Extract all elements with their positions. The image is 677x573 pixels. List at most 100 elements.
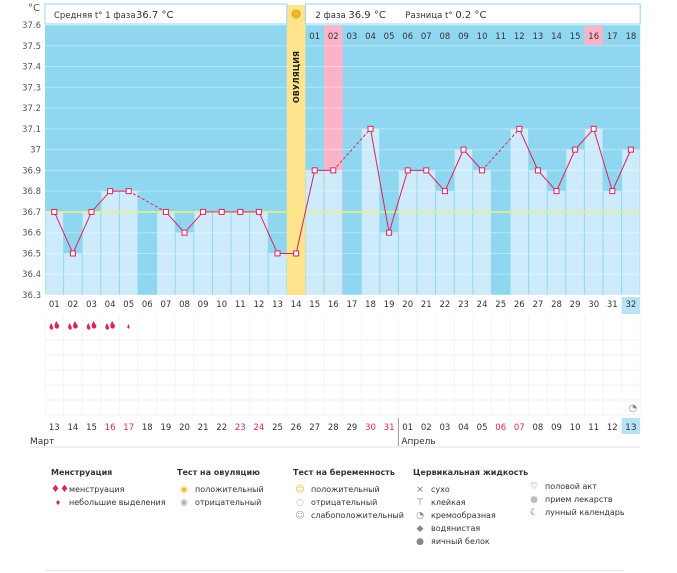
cycle-day-label[interactable]: 02: [67, 300, 78, 310]
temp-point[interactable]: [330, 167, 337, 174]
calendar-date-label[interactable]: 28: [328, 423, 339, 433]
calendar-date-label[interactable]: 20: [179, 423, 190, 433]
temp-point[interactable]: [572, 146, 579, 153]
cycle-day-label[interactable]: 05: [123, 300, 134, 310]
cycle-day-label[interactable]: 08: [179, 300, 190, 310]
cycle-day-label[interactable]: 29: [570, 300, 581, 310]
calendar-date-label[interactable]: 18: [142, 423, 153, 433]
phase2-day-label[interactable]: 04: [365, 32, 376, 42]
cycle-day-label[interactable]: 19: [384, 300, 395, 310]
temp-point[interactable]: [460, 146, 467, 153]
temp-point[interactable]: [162, 208, 169, 215]
calendar-date-label[interactable]: 24: [253, 423, 264, 433]
cycle-day-label[interactable]: 11: [235, 300, 246, 310]
calendar-date-label[interactable]: 25: [272, 423, 283, 433]
phase2-day-label[interactable]: 18: [625, 32, 636, 42]
cycle-day-label[interactable]: 07: [160, 300, 171, 310]
temp-point[interactable]: [590, 125, 597, 132]
calendar-date-label[interactable]: 16: [105, 423, 116, 433]
calendar-date-label[interactable]: 31: [384, 423, 395, 433]
phase2-day-label[interactable]: 10: [477, 32, 488, 42]
temp-point[interactable]: [423, 167, 430, 174]
phase2-day-label[interactable]: 12: [514, 32, 525, 42]
calendar-date-label[interactable]: 10: [570, 423, 581, 433]
cycle-day-label[interactable]: 15: [309, 300, 320, 310]
current-date[interactable]: 13: [625, 423, 636, 433]
temp-point[interactable]: [69, 250, 76, 257]
temp-point[interactable]: [200, 208, 207, 215]
calendar-date-label[interactable]: 21: [198, 423, 209, 433]
calendar-date-label[interactable]: 14: [67, 423, 78, 433]
phase2-day-label[interactable]: 06: [402, 32, 413, 42]
temp-point[interactable]: [255, 208, 262, 215]
cycle-day-label[interactable]: 03: [86, 300, 97, 310]
calendar-date-label[interactable]: 02: [421, 423, 432, 433]
cycle-day-label[interactable]: 28: [551, 300, 562, 310]
calendar-date-label[interactable]: 08: [532, 423, 543, 433]
calendar-date-label[interactable]: 09: [551, 423, 562, 433]
temp-point[interactable]: [386, 229, 393, 236]
calendar-date-label[interactable]: 27: [309, 423, 320, 433]
temp-point[interactable]: [274, 250, 281, 257]
phase2-day-label[interactable]: 08: [439, 32, 450, 42]
phase2-day-label[interactable]: 07: [421, 32, 432, 42]
temp-point[interactable]: [441, 188, 448, 195]
cycle-day-label[interactable]: 26: [514, 300, 525, 310]
cycle-day-label[interactable]: 04: [105, 300, 116, 310]
calendar-date-label[interactable]: 06: [495, 423, 506, 433]
temp-point[interactable]: [181, 229, 188, 236]
calendar-date-label[interactable]: 12: [607, 423, 618, 433]
temp-point[interactable]: [479, 167, 486, 174]
phase2-day-label[interactable]: 01: [309, 32, 320, 42]
menstruation-heavy-icon[interactable]: [105, 321, 116, 330]
temp-point[interactable]: [404, 167, 411, 174]
temp-point[interactable]: [311, 167, 318, 174]
calendar-date-label[interactable]: 01: [402, 423, 413, 433]
phase2-day-label[interactable]: 05: [384, 32, 395, 42]
cycle-day-label[interactable]: 14: [291, 300, 302, 310]
temp-point[interactable]: [237, 208, 244, 215]
calendar-date-label[interactable]: 05: [477, 423, 488, 433]
menstruation-heavy-icon[interactable]: [86, 321, 97, 330]
phase2-day-label[interactable]: 09: [458, 32, 469, 42]
cycle-day-label[interactable]: 23: [458, 300, 469, 310]
calendar-date-label[interactable]: 19: [160, 423, 171, 433]
current-cycle-day[interactable]: 32: [625, 300, 636, 310]
temp-point[interactable]: [107, 188, 114, 195]
phase2-day-label[interactable]: 14: [551, 32, 562, 42]
menstruation-heavy-icon[interactable]: [68, 321, 78, 330]
phase2-day-label[interactable]: 16: [588, 32, 599, 42]
menstruation-heavy-icon[interactable]: [49, 321, 60, 330]
calendar-date-label[interactable]: 23: [235, 423, 246, 433]
temp-point[interactable]: [553, 188, 560, 195]
menstruation-light-icon[interactable]: [127, 324, 130, 329]
cycle-day-label[interactable]: 20: [402, 300, 413, 310]
cycle-day-label[interactable]: 21: [421, 300, 432, 310]
cycle-day-label[interactable]: 18: [365, 300, 376, 310]
cycle-day-label[interactable]: 24: [477, 300, 488, 310]
cycle-day-label[interactable]: 13: [272, 300, 283, 310]
phase2-day-label[interactable]: 17: [607, 32, 618, 42]
calendar-date-label[interactable]: 07: [514, 423, 525, 433]
phase2-day-label[interactable]: 03: [346, 32, 357, 42]
temp-point[interactable]: [293, 250, 300, 257]
phase2-day-label[interactable]: 11: [495, 32, 506, 42]
temp-point[interactable]: [516, 125, 523, 132]
cycle-day-label[interactable]: 06: [142, 300, 153, 310]
temp-point[interactable]: [88, 208, 95, 215]
calendar-date-label[interactable]: 26: [291, 423, 302, 433]
calendar-date-label[interactable]: 30: [365, 423, 376, 433]
calendar-date-label[interactable]: 29: [346, 423, 357, 433]
cycle-day-label[interactable]: 31: [607, 300, 618, 310]
calendar-date-label[interactable]: 17: [123, 423, 134, 433]
cycle-day-label[interactable]: 16: [328, 300, 339, 310]
phase2-day-label[interactable]: 02: [328, 32, 339, 42]
temp-point[interactable]: [125, 188, 132, 195]
cycle-day-label[interactable]: 22: [439, 300, 450, 310]
creamy-fluid-icon[interactable]: ◔: [629, 403, 638, 414]
temp-point[interactable]: [627, 146, 634, 153]
cycle-day-label[interactable]: 01: [49, 300, 60, 310]
cycle-day-label[interactable]: 25: [495, 300, 506, 310]
calendar-date-label[interactable]: 04: [458, 423, 469, 433]
calendar-date-label[interactable]: 03: [439, 423, 450, 433]
